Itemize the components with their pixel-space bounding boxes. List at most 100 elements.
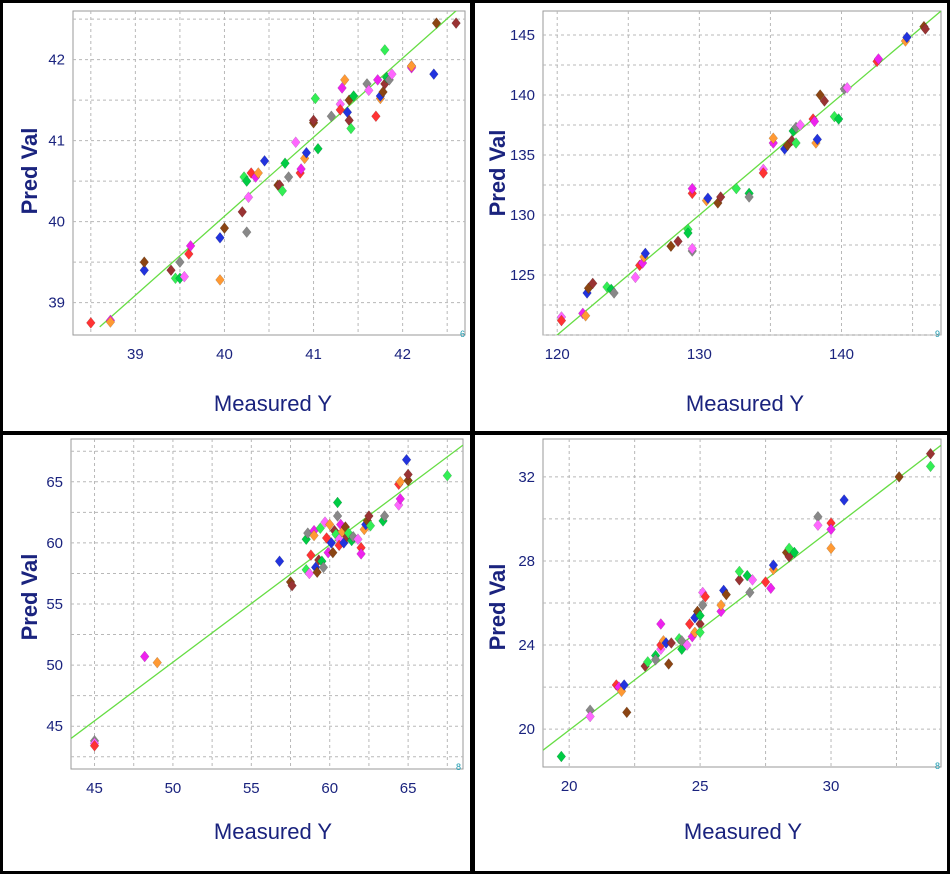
scatter-point [277,184,288,197]
scatter-point [682,639,692,651]
scatter-point [609,287,619,299]
scatter-point [335,103,345,116]
scatter-point [721,588,732,601]
y-tick-label: 24 [518,637,535,654]
scatter-point [387,68,397,81]
x-tick-label: 55 [243,780,260,797]
scatter-point [873,53,884,65]
scatter-point [656,618,666,630]
scatter-point [105,316,116,328]
scatter-point [301,146,312,159]
scatter-point [640,247,651,260]
scatter-point [320,516,330,529]
scatter-point [766,582,776,595]
y-tick-label: 40 [48,214,65,231]
scatter-point [242,175,252,188]
scatter-point [768,559,779,572]
scatter-point [666,240,676,253]
scatter-point [813,519,823,532]
scatter-point [812,133,823,146]
chart-panel-1: 39 40 41 42 39 40 41 42 Measured Y Pred Val 6 [3,3,470,431]
scatter-point [237,205,247,218]
scatter-point [243,191,254,204]
scatter-point [401,453,412,466]
scatter-point [179,270,190,283]
scatter-point [683,227,693,239]
scatter-point [306,549,316,562]
scatter-point [745,586,755,599]
scatter-point [371,110,381,123]
scatter-chart-2: 120 130 140 125 130 135 140 145 Measured Y Pred… [485,10,942,416]
scatter-point [340,73,350,86]
scatter-point [585,710,595,723]
tick-labels: 45 50 55 60 65 45 50 55 60 65 [46,474,416,797]
x-tick-label: 39 [127,346,144,363]
scatter-point [348,90,359,102]
scatter-point [175,256,185,269]
scatter-point [556,314,567,327]
scatter-point [716,605,726,618]
scatter-point [353,533,363,546]
scatter-point [326,536,337,549]
scatter-point [826,523,836,536]
scatter-point [324,518,335,531]
corner-mark: 6 [460,329,465,339]
x-tick-label: 50 [165,780,182,797]
y-tick-label: 20 [518,721,535,738]
scatter-point [309,529,319,542]
points [86,17,461,329]
scatter-point [787,134,797,147]
corner-mark: 9 [935,329,940,339]
scatter-point [580,309,591,322]
scatter-point [663,658,674,670]
scatter-point [318,561,329,574]
scatter-point [280,157,290,170]
scatter-point [242,226,252,239]
scatter-point [380,43,390,56]
scatter-point [139,264,149,277]
scatter-point [291,136,301,149]
scatter-point [308,114,319,127]
scatter-point [431,17,442,30]
y-tick-label: 145 [510,27,535,44]
scatter-point [403,474,413,487]
scatter-point [809,115,820,128]
x-tick-label: 45 [86,780,103,797]
scatter-point [698,599,708,612]
grid [72,10,466,336]
y-tick-label: 65 [46,474,63,491]
scatter-point [379,510,390,522]
scatter-point [219,222,230,234]
y-tick-label: 130 [510,207,535,224]
scatter-point [715,191,726,203]
scatter-chart-4: 20 25 30 20 24 28 32 Measured Y Pred Val 8 [485,438,942,844]
scatter-point [442,469,453,482]
x-axis-title: Measured Y [686,391,805,416]
y-axis-title: Pred Val [485,130,510,217]
scatter-point [274,555,285,568]
scatter-point [815,89,825,101]
scatter-point [791,137,801,149]
scatter-point [451,17,461,30]
scatter-point [332,510,343,522]
scatter-point [296,163,306,175]
scatter-point [630,271,641,284]
y-tick-label: 28 [518,553,535,570]
scatter-point [139,650,150,663]
scatter-point [789,546,800,559]
scatter-point [86,316,96,329]
regression-line [71,444,463,739]
x-tick-label: 120 [545,346,570,363]
scatter-point [372,73,383,86]
scatter-chart-1: 39 40 41 42 39 40 41 42 Measured Y Pred Val 6 [17,10,466,416]
scatter-point [406,60,417,72]
scatter-point [588,277,598,290]
scatter-point [364,84,374,97]
x-tick-label: 20 [561,778,578,795]
scatter-point [703,192,713,205]
scatter-point [328,546,338,559]
corner-mark: 8 [456,762,461,772]
scatter-point [326,110,337,123]
y-tick-label: 45 [46,718,63,735]
scatter-point [744,191,754,203]
